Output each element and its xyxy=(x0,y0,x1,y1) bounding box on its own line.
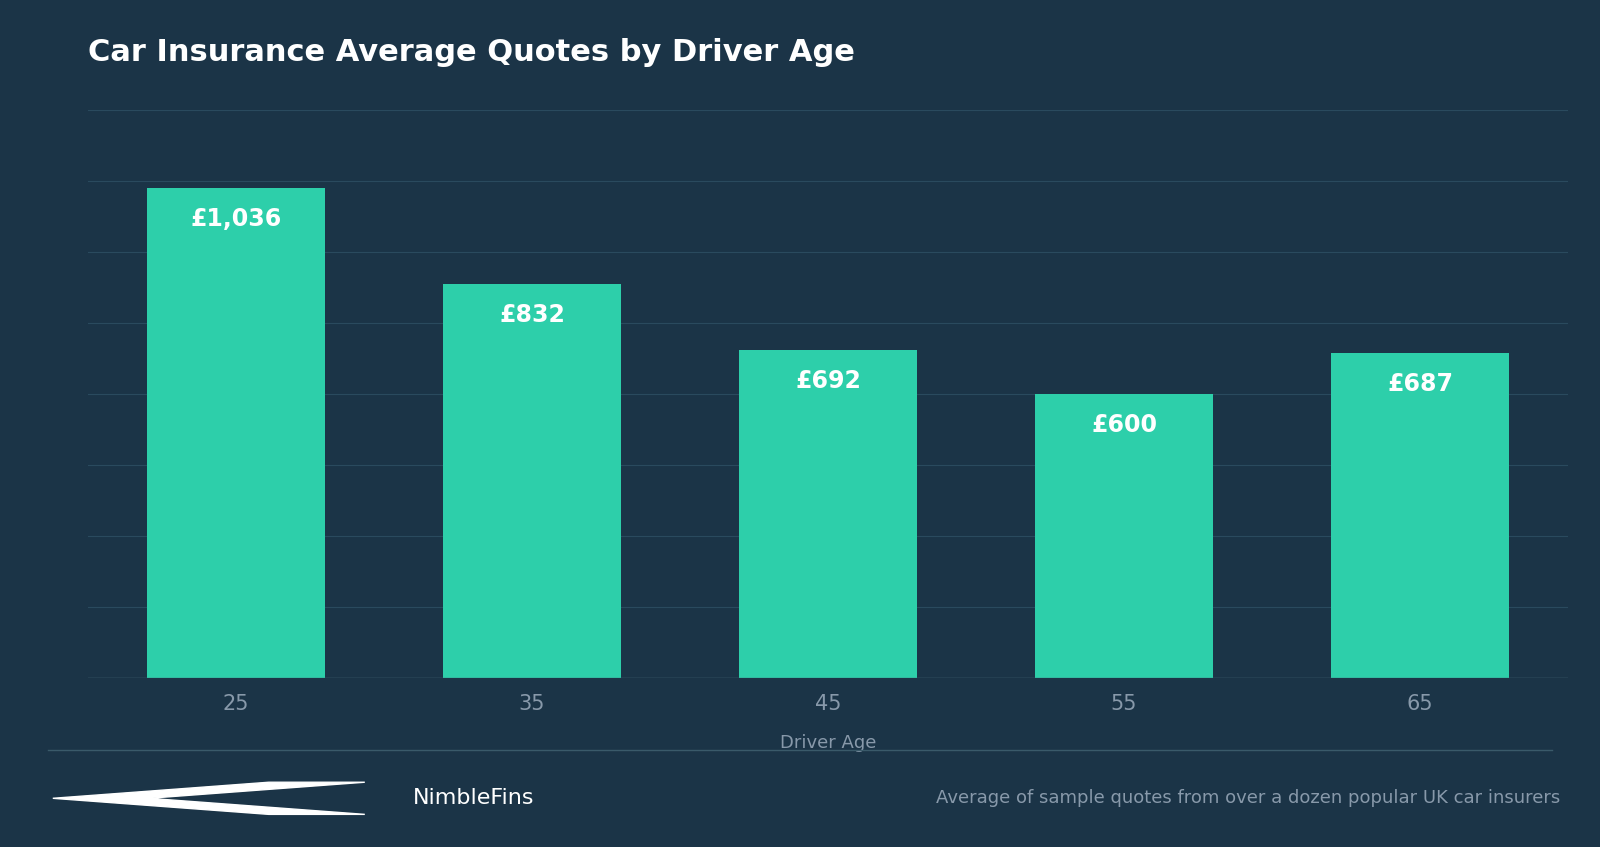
Text: £600: £600 xyxy=(1091,412,1157,437)
X-axis label: Driver Age: Driver Age xyxy=(779,734,877,751)
Text: £687: £687 xyxy=(1387,372,1453,396)
Polygon shape xyxy=(53,783,365,814)
Bar xyxy=(443,284,621,678)
Bar xyxy=(1035,394,1213,678)
Text: £832: £832 xyxy=(499,303,565,327)
Bar xyxy=(739,351,917,678)
Text: £692: £692 xyxy=(795,369,861,393)
Text: Car Insurance Average Quotes by Driver Age: Car Insurance Average Quotes by Driver A… xyxy=(88,38,854,67)
Bar xyxy=(1331,352,1509,678)
Bar xyxy=(147,188,325,678)
Text: NimbleFins: NimbleFins xyxy=(413,789,534,808)
Text: £1,036: £1,036 xyxy=(190,207,282,230)
Text: Average of sample quotes from over a dozen popular UK car insurers: Average of sample quotes from over a doz… xyxy=(936,789,1560,807)
